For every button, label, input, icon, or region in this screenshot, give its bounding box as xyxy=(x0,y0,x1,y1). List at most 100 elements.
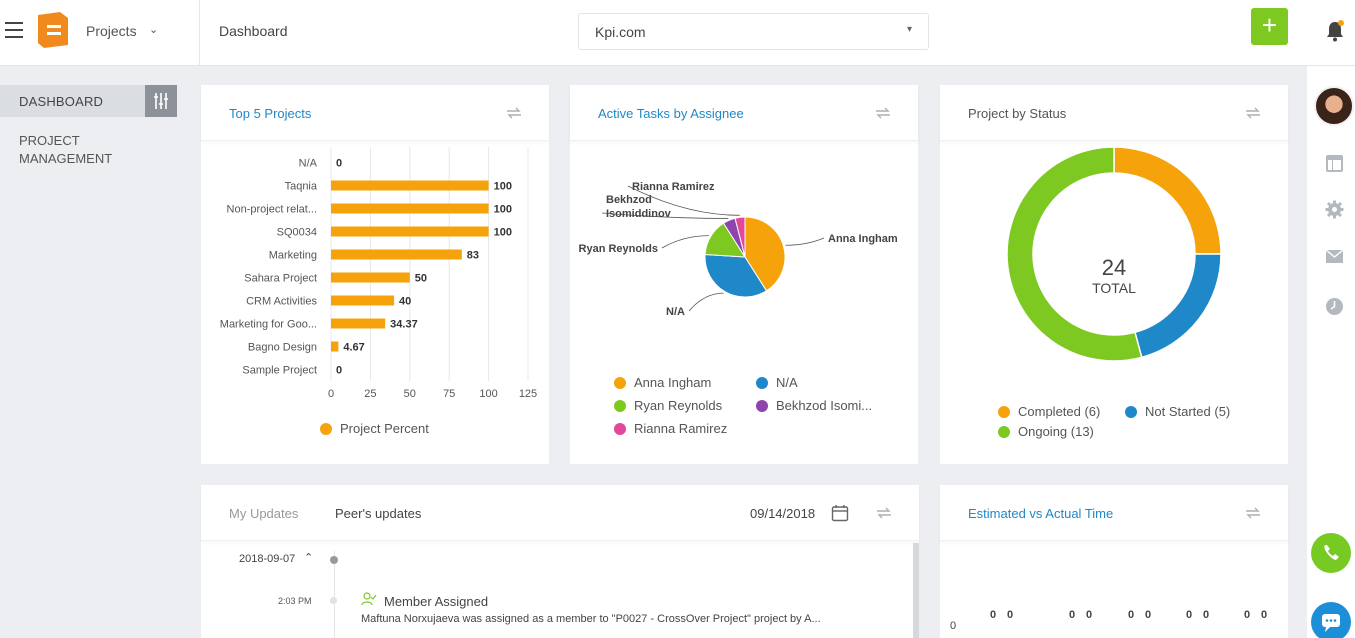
card-header: Active Tasks by Assignee xyxy=(570,85,918,141)
timeline-date: 2018-09-07 xyxy=(239,553,296,565)
card-updates: My Updates Peer's updates 09/14/2018 201… xyxy=(201,485,919,638)
legend-item[interactable]: Ryan Reynolds xyxy=(614,398,722,413)
x-tick-label: 25 xyxy=(364,388,376,400)
clock-icon[interactable] xyxy=(1325,297,1344,316)
add-button[interactable]: + xyxy=(1251,8,1288,45)
bar xyxy=(331,226,489,237)
top5-bar-chart: 0 25 50 75 100 125 N/A 0 Taqnia 100 Non-project re… xyxy=(220,147,537,400)
app-logo xyxy=(38,12,68,48)
avatar[interactable] xyxy=(1314,86,1354,126)
mail-icon[interactable] xyxy=(1325,247,1344,266)
value-label: 0 xyxy=(1086,609,1093,621)
chevron-down-icon[interactable]: ⌄ xyxy=(149,24,159,36)
callout-label: Rianna Ramirez xyxy=(632,181,715,193)
value-label: 100 xyxy=(494,227,512,239)
value-label: 83 xyxy=(467,250,479,262)
timeline-dot xyxy=(330,556,338,564)
legend-label: Anna Ingham xyxy=(634,375,712,390)
breadcrumb: Dashboard xyxy=(219,23,288,39)
card-active-tasks: Active Tasks by Assignee Anna Ingham N/A R… xyxy=(570,85,918,464)
value-label: 4.67 xyxy=(343,342,364,354)
legend-swatch xyxy=(614,376,626,389)
chat-button[interactable] xyxy=(1311,602,1351,638)
legend-item[interactable]: Ongoing (13) xyxy=(998,424,1094,439)
card-title: Top 5 Projects xyxy=(229,106,312,121)
user-check-icon xyxy=(361,592,377,606)
card-header: Top 5 Projects xyxy=(201,85,549,141)
timeline-dot xyxy=(330,597,337,604)
legend-item[interactable]: Project Percent xyxy=(320,421,429,436)
card-header: Estimated vs Actual Time xyxy=(940,485,1288,541)
value-label: 100 xyxy=(494,204,512,216)
top-bar: Projects ⌄ Dashboard Kpi.com ▾ + xyxy=(0,0,1355,66)
legend-item[interactable]: Completed (6) xyxy=(998,404,1100,419)
value-label: 34.37 xyxy=(390,319,418,331)
legend-swatch xyxy=(756,376,768,389)
site-select[interactable]: Kpi.com ▾ xyxy=(578,13,929,50)
bar xyxy=(331,272,410,283)
x-tick-label: 0 xyxy=(328,388,334,400)
card-project-status: Project by Status 24 TOTAL Completed (6)… xyxy=(940,85,1288,464)
value-label: 0 xyxy=(1069,609,1076,621)
callout-line xyxy=(661,235,709,249)
tab-my-updates[interactable]: My Updates xyxy=(229,506,299,521)
refresh-icon[interactable] xyxy=(875,504,893,522)
chat-icon xyxy=(1322,614,1340,632)
refresh-icon[interactable] xyxy=(874,104,892,122)
calendar-icon[interactable] xyxy=(831,504,849,522)
status-donut-chart xyxy=(1006,146,1222,362)
chevron-down-icon: ▾ xyxy=(906,24,912,35)
date-value[interactable]: 09/14/2018 xyxy=(750,506,816,521)
refresh-icon[interactable] xyxy=(1244,504,1262,522)
bar xyxy=(331,341,339,352)
legend-swatch xyxy=(998,405,1010,418)
refresh-icon[interactable] xyxy=(505,104,523,122)
bar xyxy=(331,318,386,329)
callout-line xyxy=(785,237,825,246)
card-title: Estimated vs Actual Time xyxy=(968,506,1114,521)
bar xyxy=(331,295,395,306)
value-label: 50 xyxy=(415,273,427,285)
bar xyxy=(331,180,489,191)
value-label: 100 xyxy=(494,181,512,193)
project-selector[interactable]: Projects xyxy=(86,23,137,39)
callout-label: Bekhzod xyxy=(606,194,652,206)
legend-item[interactable]: Not Started (5) xyxy=(1125,404,1230,419)
legend-label: Ryan Reynolds xyxy=(634,398,723,413)
legend-swatch xyxy=(998,425,1010,438)
value-label: 0 xyxy=(1128,609,1135,621)
bar xyxy=(331,203,489,214)
legend-item[interactable]: Rianna Ramirez xyxy=(614,421,727,436)
sidebar-item-project-management[interactable]: PROJECT MANAGEMENT xyxy=(19,133,113,166)
callout-line xyxy=(627,185,740,216)
callout-label: Ryan Reynolds xyxy=(579,243,658,255)
legend-label: Ongoing (13) xyxy=(1018,424,1094,439)
x-tick-label: 125 xyxy=(519,388,537,400)
gear-icon[interactable] xyxy=(1325,200,1344,219)
category-label: Taqnia xyxy=(285,181,318,193)
legend-item[interactable]: N/A xyxy=(756,375,798,390)
bell-icon[interactable] xyxy=(1325,20,1345,42)
layout-icon[interactable] xyxy=(1325,154,1344,173)
call-button[interactable] xyxy=(1311,533,1351,573)
scrollbar[interactable] xyxy=(913,543,919,638)
legend-item[interactable]: Bekhzod Isomi... xyxy=(756,398,872,413)
legend-label: Project Percent xyxy=(340,421,429,436)
refresh-icon[interactable] xyxy=(1244,104,1262,122)
card-top5-projects: Top 5 Projects 0 25 50 75 100 125 N/A 0 Taqnia 10… xyxy=(201,85,549,464)
legend-label: Not Started (5) xyxy=(1145,404,1231,419)
timeline-line xyxy=(334,551,335,638)
tab-peers-updates[interactable]: Peer's updates xyxy=(335,506,422,521)
legend-item[interactable]: Anna Ingham xyxy=(614,375,711,390)
donut-total-label: TOTAL xyxy=(1092,280,1136,296)
category-label: Bagno Design xyxy=(248,342,317,354)
x-tick-label: 50 xyxy=(404,388,416,400)
bar xyxy=(331,249,462,260)
value-label: 0 xyxy=(990,609,997,621)
menu-icon[interactable] xyxy=(5,22,23,38)
filter-settings-button[interactable] xyxy=(145,85,177,117)
chevron-up-icon[interactable]: ⌃ xyxy=(304,552,314,564)
event-time: 2:03 PM xyxy=(278,596,312,606)
x-tick-label: 75 xyxy=(443,388,455,400)
